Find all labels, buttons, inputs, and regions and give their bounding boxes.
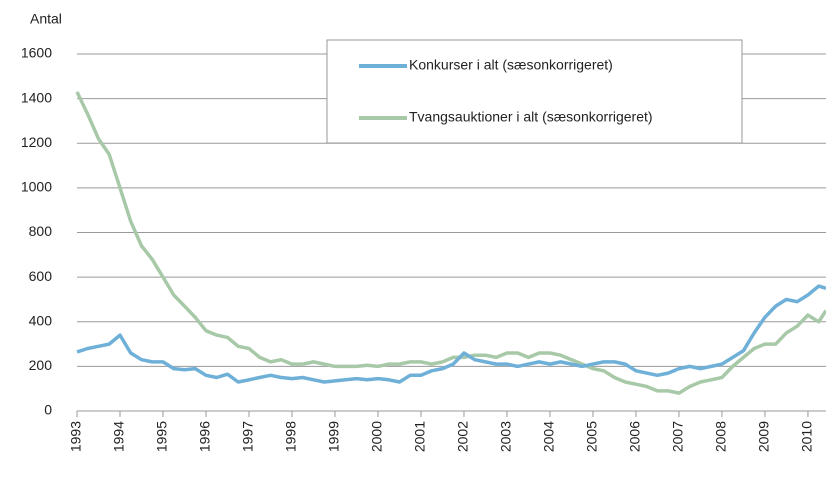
x-tick-label: 2005 <box>584 421 600 452</box>
x-tick-label: 2006 <box>627 421 643 452</box>
series-line <box>75 91 826 395</box>
legend-label: Konkurser i alt (sæsonkorrigeret) <box>409 57 613 73</box>
y-tick-label: 200 <box>29 357 53 373</box>
x-tick-label: 1998 <box>283 421 299 452</box>
y-axis-label: Antal <box>30 11 62 27</box>
y-tick-label: 400 <box>29 312 53 328</box>
y-tick-label: 600 <box>29 268 53 284</box>
x-tick-label: 2008 <box>713 421 729 452</box>
y-tick-label: 1200 <box>21 134 52 150</box>
series-line <box>76 284 826 384</box>
y-tick-label: 0 <box>44 402 52 418</box>
x-tick-label: 2003 <box>498 421 514 452</box>
x-tick-label: 1996 <box>197 421 213 452</box>
legend-box <box>326 39 743 144</box>
x-tick-label: 2007 <box>670 421 686 452</box>
x-tick-label: 1997 <box>240 421 256 452</box>
legend-label: Tvangsauktioner i alt (sæsonkorrigeret) <box>409 109 653 125</box>
x-tick-label: 2009 <box>756 421 772 452</box>
x-tick-label: 2001 <box>412 421 428 452</box>
x-tick-label: 1995 <box>154 421 170 452</box>
y-tick-label: 1000 <box>21 179 52 195</box>
y-tick-label: 1400 <box>21 89 52 105</box>
x-tick-label: 2000 <box>369 421 385 452</box>
y-tick-label: 1600 <box>21 45 52 61</box>
y-tick-label: 800 <box>29 223 53 239</box>
x-tick-label: 2010 <box>799 421 815 452</box>
x-tick-label: 1993 <box>68 421 84 452</box>
legend: Konkurser i alt (sæsonkorrigeret) Tvangsa… <box>326 39 743 144</box>
x-tick-label: 1994 <box>111 421 127 452</box>
x-tick-label: 1999 <box>326 421 342 452</box>
x-tick-label: 2002 <box>455 421 471 452</box>
x-tick-label: 2004 <box>541 421 557 452</box>
